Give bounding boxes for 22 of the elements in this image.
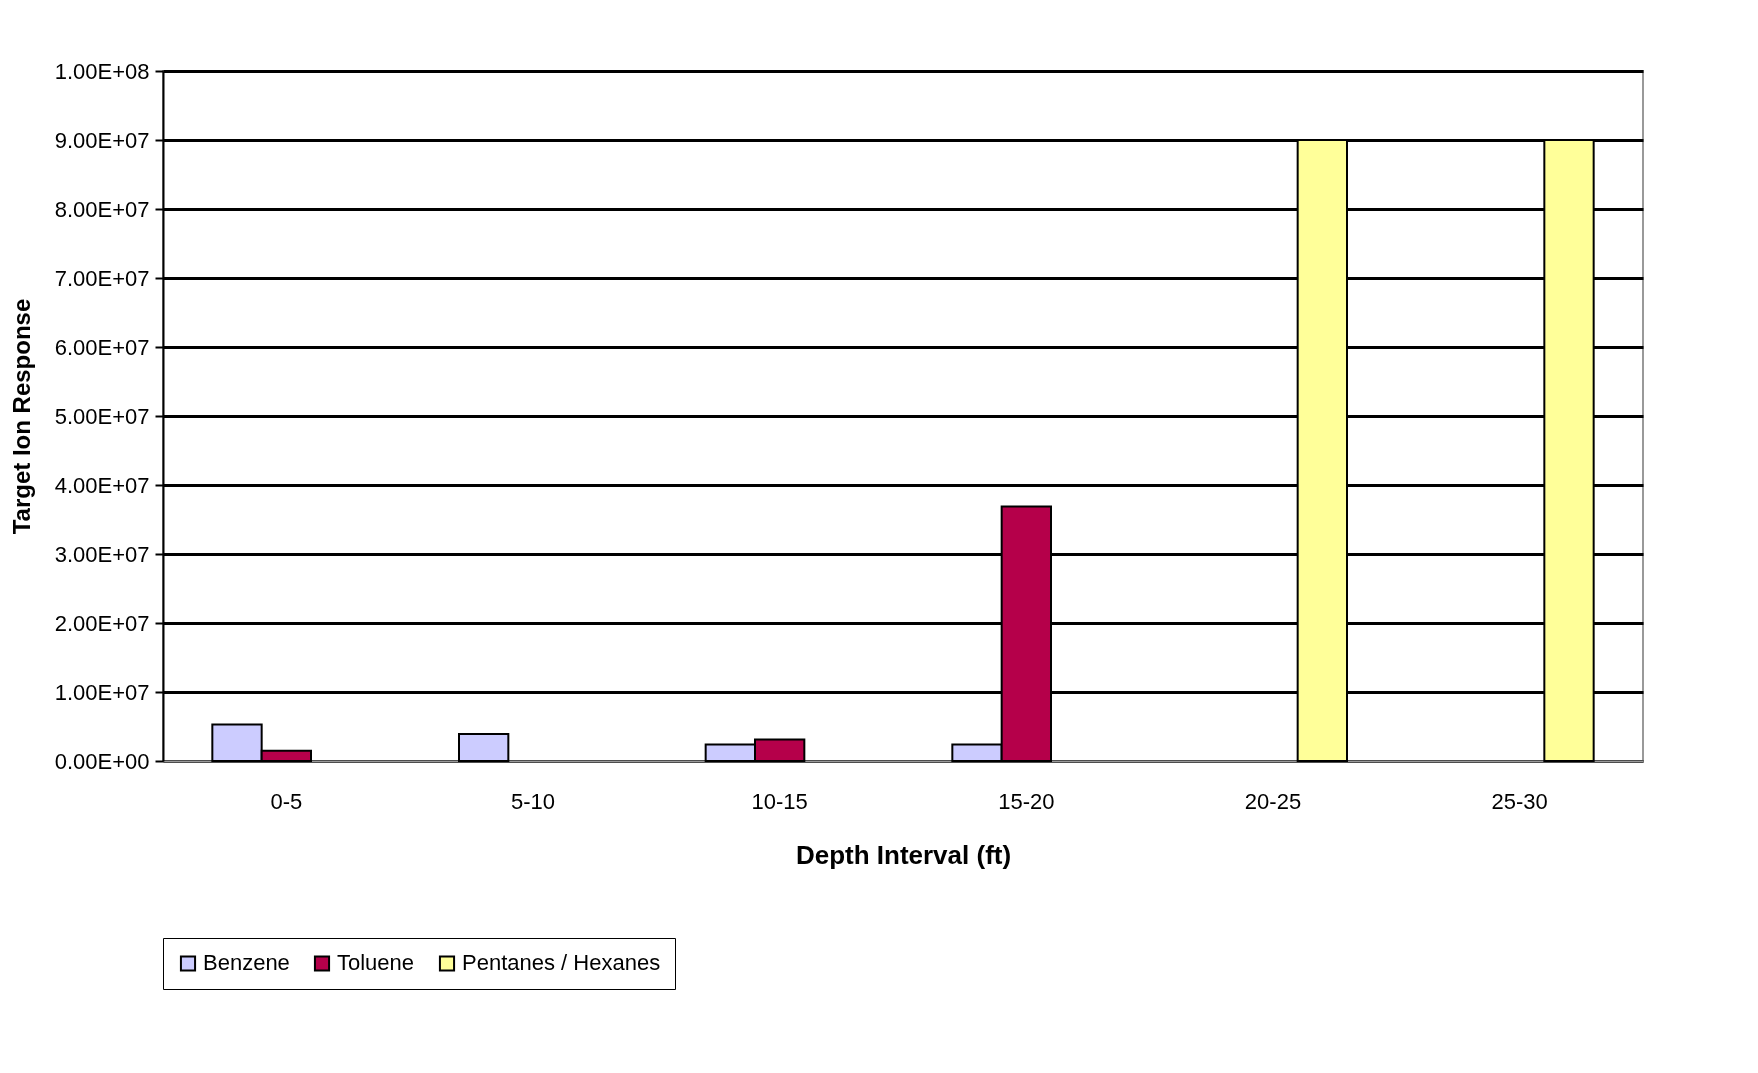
x-tick-label: 0-5	[270, 788, 303, 814]
legend-label: Pentanes / Hexanes	[462, 950, 661, 976]
x-tick-label: 20-25	[1244, 788, 1302, 814]
legend-label: Benzene	[203, 950, 290, 976]
y-tick-label: 2.00E+07	[54, 610, 150, 636]
x-tick-label: 15-20	[998, 788, 1055, 814]
legend-label: Toluene	[337, 950, 415, 976]
y-tick-label: 3.00E+07	[54, 541, 150, 567]
x-tick-label: 10-15	[751, 788, 808, 814]
x-tick-label: 5-10	[510, 788, 556, 814]
y-tick-label: 5.00E+07	[54, 403, 150, 429]
y-tick-label: 1.00E+08	[54, 58, 150, 84]
x-axis-title: Depth Interval (ft)	[795, 839, 1012, 870]
x-tick-label: 25-30	[1491, 788, 1548, 814]
y-tick-label: 1.00E+07	[54, 679, 150, 705]
y-tick-label: 7.00E+07	[54, 265, 150, 291]
y-axis-title: Target Ion Response	[7, 298, 35, 535]
y-tick-label: 9.00E+07	[54, 127, 150, 153]
y-tick-label: 8.00E+07	[54, 196, 150, 222]
y-tick-label: 4.00E+07	[54, 472, 150, 498]
y-tick-label: 0.00E+00	[54, 748, 150, 774]
y-tick-label: 6.00E+07	[54, 334, 150, 360]
